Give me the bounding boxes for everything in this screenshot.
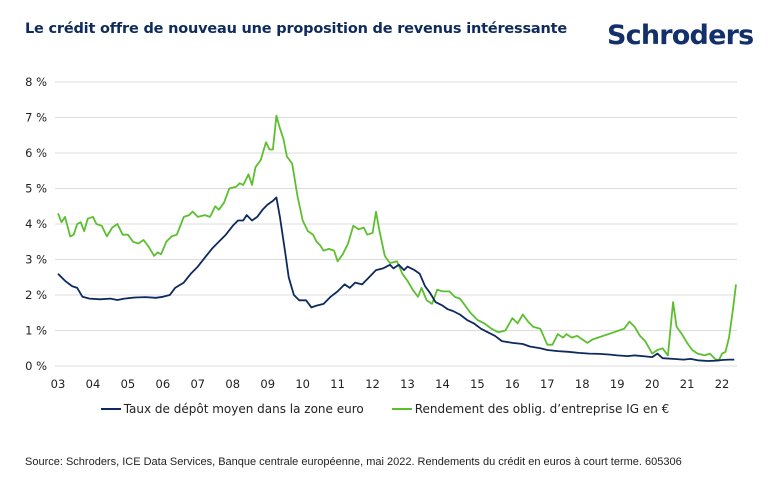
y-tick-label: 5 % bbox=[25, 182, 47, 196]
gridlines bbox=[55, 81, 737, 367]
x-tick-label: 05 bbox=[121, 377, 136, 391]
series-line-bond-yield bbox=[57, 114, 737, 362]
x-tick-label: 04 bbox=[86, 377, 101, 391]
x-tick-label: 19 bbox=[610, 377, 625, 391]
x-tick-label: 13 bbox=[400, 377, 415, 391]
x-tick-label: 06 bbox=[156, 377, 171, 391]
x-tick-label: 17 bbox=[540, 377, 555, 391]
legend-label: Taux de dépôt moyen dans la zone euro bbox=[123, 402, 364, 416]
legend-label: Rendement des oblig. d’entreprise IG en … bbox=[414, 402, 670, 416]
x-tick-label: 21 bbox=[680, 377, 695, 391]
legend-item-deposit-rate: Taux de dépôt moyen dans la zone euro bbox=[100, 402, 364, 416]
x-tick-label: 16 bbox=[505, 377, 520, 391]
x-tick-label: 10 bbox=[295, 377, 310, 391]
y-tick-label: 4 % bbox=[25, 217, 47, 231]
y-tick-label: 8 % bbox=[25, 75, 47, 89]
x-tick-label: 14 bbox=[435, 377, 450, 391]
schroders-logo: Schroders bbox=[607, 20, 754, 51]
source-note: Source: Schroders, ICE Data Services, Ba… bbox=[25, 456, 682, 468]
line-chart: 0 % 1 % 2 % 3 % 4 % 5 % 6 % 7 % 8 % 03 04 05 06 07 08… bbox=[25, 75, 737, 391]
x-tick-label: 15 bbox=[470, 377, 485, 391]
x-axis-ticks: 03 04 05 06 07 08 09 10 11 12 13 14 15 16 17 18 19 20 21 22 bbox=[51, 377, 730, 391]
y-tick-label: 0 % bbox=[25, 359, 47, 373]
x-tick-label: 12 bbox=[365, 377, 380, 391]
x-tick-label: 22 bbox=[715, 377, 730, 391]
y-tick-label: 6 % bbox=[25, 146, 47, 160]
x-tick-label: 09 bbox=[260, 377, 275, 391]
legend: Taux de dépôt moyen dans la zone euro Re… bbox=[0, 402, 770, 416]
y-axis-ticks: 0 % 1 % 2 % 3 % 4 % 5 % 6 % 7 % 8 % bbox=[25, 75, 47, 373]
x-tick-label: 03 bbox=[51, 377, 66, 391]
legend-swatch-deposit-rate bbox=[100, 408, 121, 410]
y-tick-label: 7 % bbox=[25, 111, 47, 125]
series-lines bbox=[57, 114, 737, 362]
x-tick-label: 20 bbox=[645, 377, 660, 391]
y-tick-label: 2 % bbox=[25, 288, 47, 302]
x-tick-label: 08 bbox=[225, 377, 240, 391]
series-line-deposit-rate bbox=[57, 196, 735, 362]
chart-title: Le crédit offre de nouveau une propositi… bbox=[25, 21, 567, 37]
y-tick-label: 3 % bbox=[25, 253, 47, 267]
y-tick-label: 1 % bbox=[25, 324, 47, 338]
x-tick-label: 07 bbox=[190, 377, 205, 391]
x-tick-label: 11 bbox=[330, 377, 345, 391]
legend-item-bond-yield: Rendement des oblig. d’entreprise IG en … bbox=[391, 402, 670, 416]
x-tick-label: 18 bbox=[575, 377, 590, 391]
legend-swatch-bond-yield bbox=[391, 408, 412, 410]
